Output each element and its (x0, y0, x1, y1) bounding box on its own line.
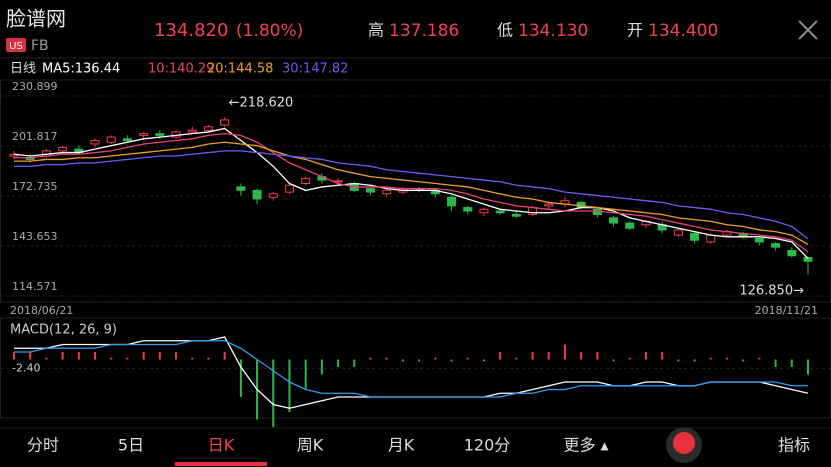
candle-body (673, 229, 683, 236)
y-tick-label: 114.571 (12, 280, 58, 293)
ma-line (14, 132, 809, 253)
x-label: 2018/11/21 (755, 304, 818, 317)
candle-body (787, 250, 797, 257)
candle-body (528, 207, 538, 215)
candle-body (155, 133, 165, 136)
ma-legend: 20:144.58 (207, 62, 273, 77)
ma-legend: MA5:136.44 (42, 62, 120, 77)
ma-line (13, 127, 809, 259)
candle-body (122, 138, 132, 142)
annotation: ←218.620 (229, 96, 294, 111)
candle-body (187, 129, 197, 133)
market-badge (6, 38, 26, 52)
candle-body (236, 186, 246, 191)
candle-body (479, 208, 489, 214)
candle-body (544, 203, 554, 207)
tab[interactable]: 日K (208, 436, 235, 455)
candle-body (365, 188, 375, 193)
symbol: FB (31, 38, 49, 54)
candle-body (58, 146, 68, 152)
market: US (9, 41, 23, 52)
period: 日线 (10, 62, 36, 77)
candle-body (382, 189, 392, 195)
ma-legend: 10:140.29 (148, 62, 214, 77)
high: 137.186 (389, 21, 459, 41)
close-button[interactable] (798, 20, 818, 40)
tab[interactable]: 5日 (118, 436, 144, 455)
candle-body (447, 196, 457, 207)
candle-body (203, 126, 213, 131)
ma-line (14, 141, 809, 245)
candle-body (495, 210, 505, 214)
candle-body (803, 256, 813, 262)
candle-body (771, 243, 781, 248)
price: 134.820 (154, 20, 228, 41)
candle-body (625, 222, 635, 229)
y-tick-label: 201.817 (12, 130, 58, 143)
annotation: 126.850→ (739, 283, 804, 298)
tab[interactable]: 更多 ▴ (563, 436, 608, 455)
candle-body (90, 140, 100, 145)
low-label: 低 (497, 21, 513, 40)
active-tab-underline (175, 462, 267, 466)
y-tick-label: 143.653 (12, 230, 58, 243)
candle-body (284, 184, 294, 193)
tab[interactable]: 分时 (27, 436, 59, 455)
y-tick-label: -2.40 (12, 362, 40, 375)
tab[interactable]: 月K (388, 436, 415, 455)
open-label: 开 (627, 21, 643, 40)
candle-body (106, 136, 116, 143)
tab[interactable]: 120分 (464, 436, 511, 455)
macd-line (14, 340, 808, 398)
low: 134.130 (518, 21, 588, 41)
candle-body (463, 207, 473, 212)
candle-body (252, 189, 262, 200)
macd-title: MACD(12, 26, 9) (10, 323, 117, 338)
change: (1.80%) (236, 21, 303, 41)
candle-body (139, 133, 149, 136)
tab[interactable]: 周K (297, 436, 324, 455)
ma-legend: 30:147.82 (282, 62, 348, 77)
candle-body (690, 232, 700, 241)
stock-name: 脸谱网 (6, 7, 66, 31)
record-button[interactable] (673, 432, 695, 454)
open: 134.400 (648, 21, 718, 41)
candle-body (511, 213, 521, 217)
ma-line (14, 150, 809, 240)
tab[interactable]: 指标 (778, 436, 810, 455)
candle-body (706, 234, 716, 243)
candle-body (220, 119, 230, 126)
high-label: 高 (368, 21, 384, 40)
x-label: 2018/06/21 (10, 304, 73, 317)
candle-body (754, 238, 764, 243)
candle-body (609, 217, 619, 224)
candle-body (301, 177, 311, 185)
y-tick-label: 172.735 (12, 180, 58, 193)
candle-body (268, 193, 278, 198)
y-tick-label: 230.899 (12, 80, 58, 93)
